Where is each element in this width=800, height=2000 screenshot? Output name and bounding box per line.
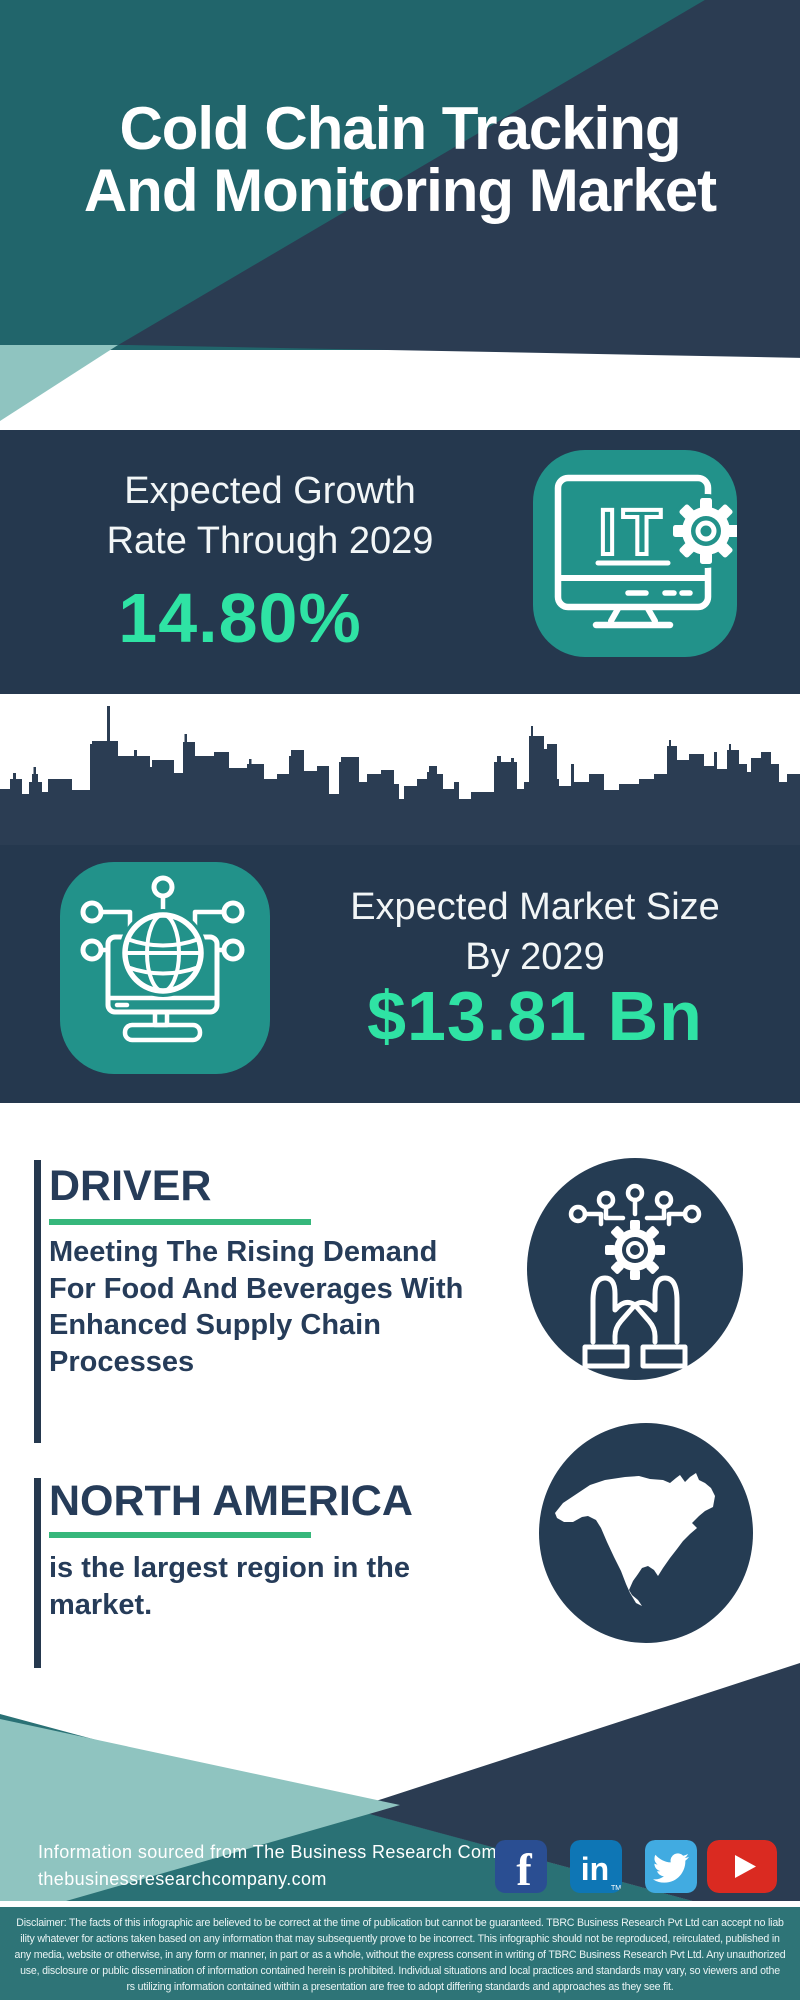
source-text: Information sourced from The Business Re… bbox=[38, 1842, 538, 1862]
growth-value: 14.80% bbox=[118, 579, 362, 657]
svg-text:in: in bbox=[581, 1851, 609, 1887]
region-accent-bar bbox=[34, 1478, 41, 1668]
disclaimer-line: any media, website or otherwise, in any … bbox=[14, 1948, 786, 1961]
driver-underline bbox=[49, 1219, 311, 1225]
svg-text:IT: IT bbox=[599, 496, 668, 568]
city-skyline-graphic bbox=[0, 706, 800, 845]
globe-network-icon bbox=[60, 862, 270, 1074]
gear-icon bbox=[605, 1220, 665, 1280]
source-website-link[interactable]: thebusinessresearchcompany.com bbox=[38, 1869, 327, 1889]
disclaimer-line: use, disclosure or public dissemination … bbox=[20, 1964, 780, 1977]
growth-label: Expected Growth Rate Through 2029 bbox=[106, 470, 434, 562]
disclaimer-line: Disclaimer: The facts of this infographi… bbox=[16, 1917, 784, 1929]
driver-body: Meeting The Rising Demand For Food And B… bbox=[49, 1236, 464, 1378]
footer-divider bbox=[0, 1901, 800, 1907]
facebook-icon[interactable]: f bbox=[495, 1840, 547, 1893]
it-monitor-gear-icon: IT bbox=[533, 450, 737, 657]
driver-heading: DRIVER bbox=[49, 1162, 212, 1210]
market-value: $13.81 Bn bbox=[367, 977, 703, 1055]
disclaimer-band: Disclaimer: The facts of this infographi… bbox=[0, 1907, 800, 2000]
driver-accent-bar bbox=[34, 1160, 41, 1443]
disclaimer-line: rs utilizing information contained withi… bbox=[126, 1980, 674, 1993]
linkedin-tm-mark: TM bbox=[611, 1885, 621, 1892]
page-title: Cold Chain Tracking And Monitoring Marke… bbox=[83, 95, 717, 224]
disclaimer-line: ility whatever for actions taken based o… bbox=[20, 1932, 780, 1945]
region-underline bbox=[49, 1532, 311, 1538]
header-lightteal-triangle bbox=[0, 345, 118, 421]
gear-icon bbox=[669, 494, 737, 568]
region-heading: NORTH AMERICA bbox=[49, 1477, 413, 1525]
north-america-map-icon bbox=[539, 1423, 753, 1643]
twitter-icon[interactable] bbox=[645, 1840, 697, 1893]
linkedin-icon[interactable]: in TM bbox=[570, 1840, 622, 1893]
region-body: is the largest region in the market. bbox=[49, 1552, 410, 1621]
hands-graphic bbox=[582, 1275, 688, 1369]
hands-gear-icon bbox=[527, 1158, 743, 1380]
youtube-icon[interactable] bbox=[707, 1840, 777, 1893]
svg-text:f: f bbox=[516, 1844, 532, 1893]
market-label: Expected Market Size By 2029 bbox=[350, 886, 720, 978]
